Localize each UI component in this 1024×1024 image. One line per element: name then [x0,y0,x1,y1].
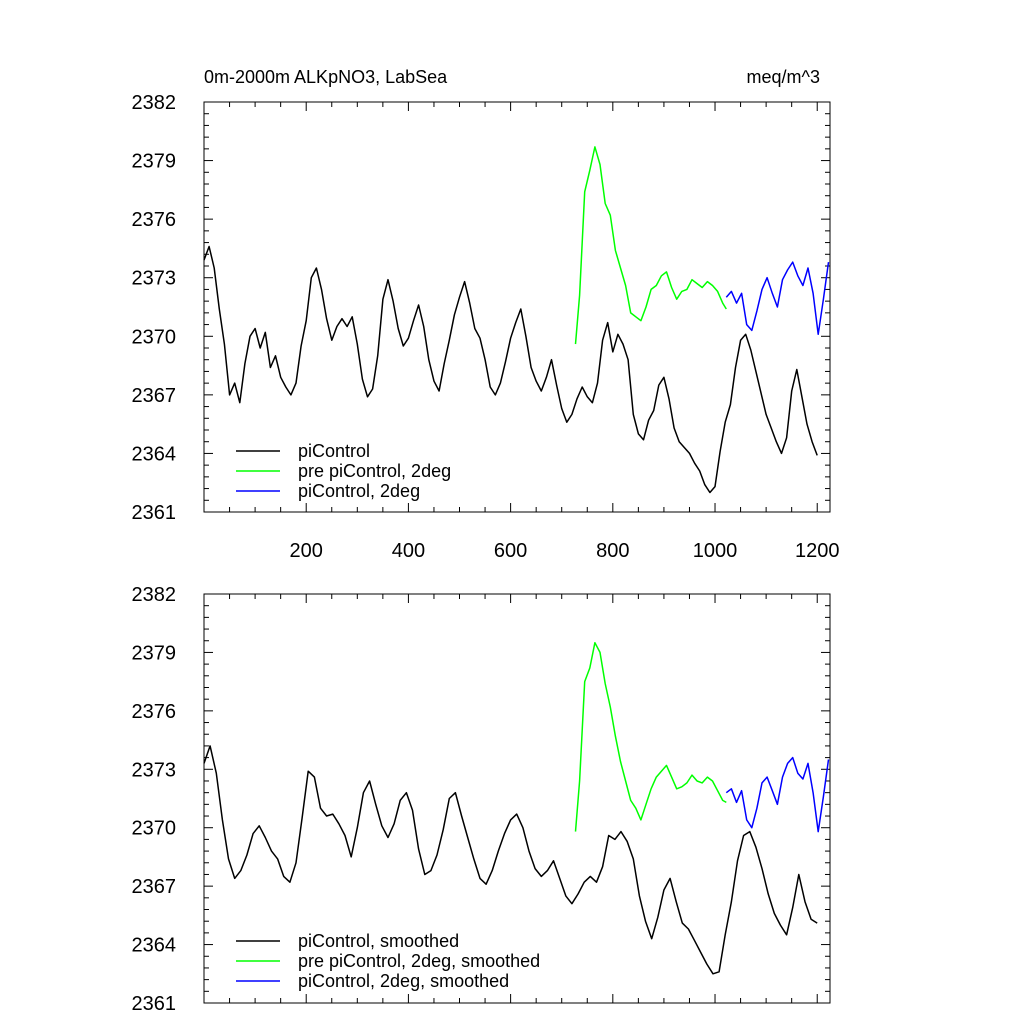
plot-frame [203,593,831,1004]
y-tick-label: 2376 [132,701,177,723]
legend-label: piControl, 2deg, smoothed [298,971,509,991]
y-tick-label: 2367 [132,876,177,898]
legend-label: pre piControl, 2deg [298,461,451,481]
x-tick-label: 1000 [693,540,738,562]
y-tick-label: 2379 [132,151,177,173]
series-line-1 [203,745,818,975]
y-tick-label: 2364 [132,443,177,465]
chart-panel-smoothed: 2361 2364 2367 2370 2373 2376 2379 2382 piContro… [132,584,831,1015]
y-tick-label: 2370 [132,326,177,348]
y-tick-label: 2379 [132,642,177,664]
y-tick-label: 2364 [132,935,177,957]
y-tick-label: 2370 [132,818,177,840]
x-tick-label: 200 [290,540,323,562]
y-tick-label: 2373 [132,759,177,781]
series-line-2 [574,146,727,345]
legend-label: piControl, 2deg [298,481,420,501]
x-tick-label: 800 [596,540,629,562]
legend-label: piControl [298,441,370,461]
y-tick-label: 2361 [132,502,177,524]
y-tick-label: 2373 [132,268,177,290]
x-tick-label: 400 [392,540,425,562]
plot-frame [203,101,831,513]
y-tick-label: 2382 [132,92,177,114]
chart-panel-raw: 200 400 600 800 1000 1200 2361 2364 2367 2370 2373… [132,92,840,562]
series-line-1 [203,245,818,494]
y-tick-label: 2361 [132,993,177,1015]
figure-title-left: 0m-2000m ALKpNO3, LabSea [204,67,448,87]
y-tick-label: 2367 [132,385,177,407]
x-tick-label: 1200 [795,540,840,562]
legend-label: piControl, smoothed [298,931,459,951]
y-tick-label: 2382 [132,584,177,606]
x-tick-label: 600 [494,540,527,562]
series-line-3 [725,261,830,336]
series-line-3 [725,756,830,833]
legend-label: pre piControl, 2deg, smoothed [298,951,540,971]
y-tick-label: 2376 [132,209,177,231]
series-line-2 [574,641,727,832]
figure-title-right: meq/m^3 [747,67,820,87]
